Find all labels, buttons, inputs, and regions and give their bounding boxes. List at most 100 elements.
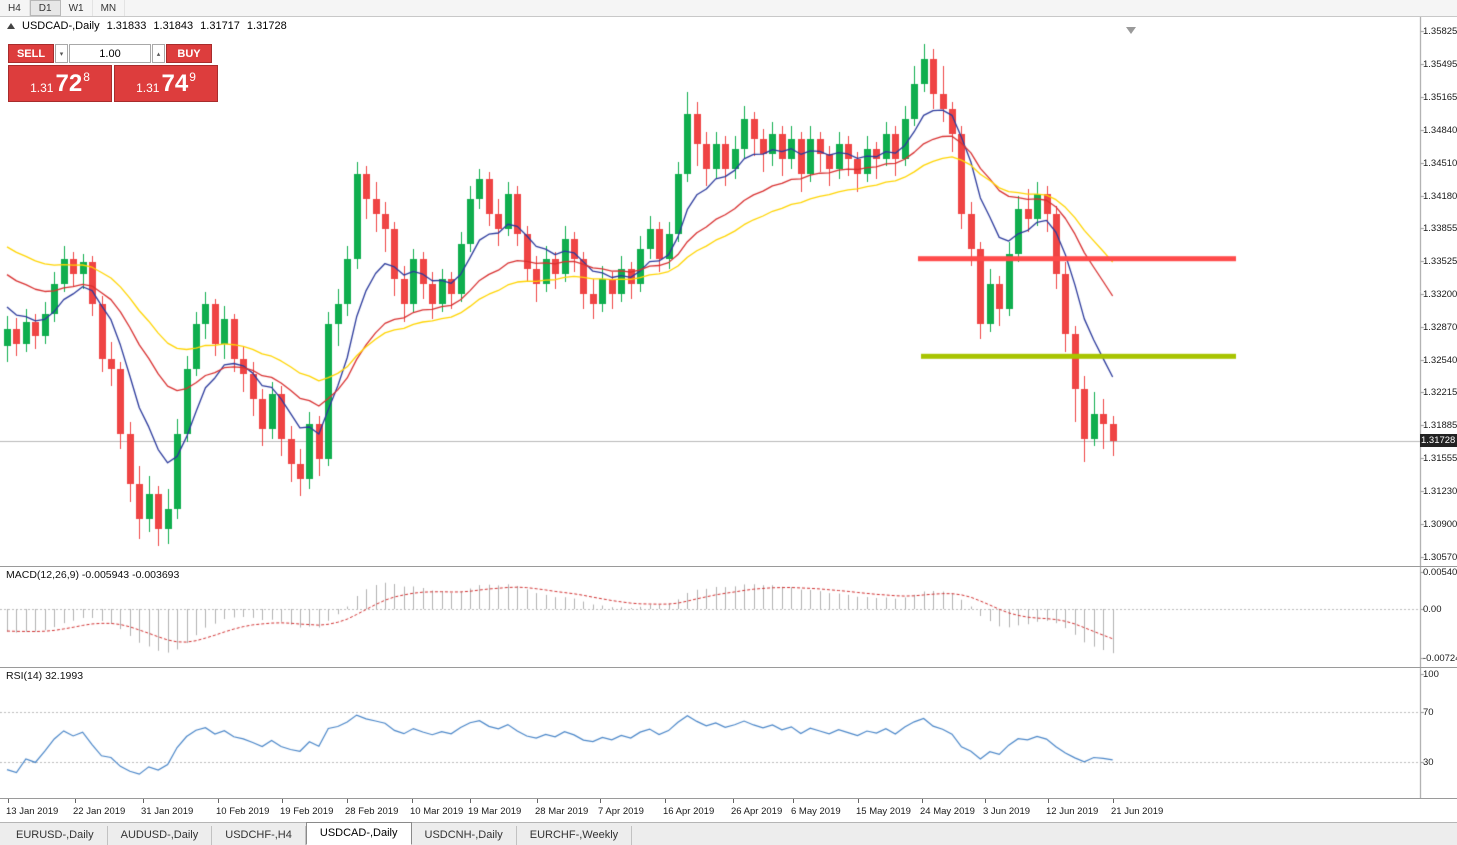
sell-price-fraction: 8	[83, 70, 90, 84]
price-axis-label: 1.31885	[1423, 420, 1457, 432]
timeframe-button-mn[interactable]: MN	[93, 0, 126, 16]
macd-axis-label: 0.005402	[1423, 567, 1457, 579]
chart-tab-bar: EURUSD-,Daily AUDUSD-,Daily USDCHF-,H4 USDC…	[0, 822, 1457, 845]
time-axis-label: 15 May 2019	[856, 806, 911, 817]
chart-window: USDCAD-,Daily 1.31833 1.31843 1.31717 1.…	[0, 17, 1457, 566]
chart-symbol-label: USDCAD-,Daily	[22, 20, 100, 32]
time-axis-tick	[282, 799, 283, 803]
time-axis-tick	[858, 799, 859, 803]
chart-tab-2[interactable]: USDCHF-,H4	[212, 826, 306, 845]
time-axis-tick	[793, 799, 794, 803]
price-axis-label: 1.33200	[1423, 288, 1457, 300]
time-axis-tick	[922, 799, 923, 803]
time-axis-label: 28 Feb 2019	[345, 806, 399, 817]
time-axis-label: 16 Apr 2019	[663, 806, 715, 817]
price-axis-label: 1.33855	[1423, 223, 1457, 235]
timeframe-button-d1[interactable]: D1	[29, 0, 61, 16]
buy-price-prefix: 1.31	[136, 81, 160, 95]
sell-price-button[interactable]: 1.31 72 8	[8, 65, 112, 102]
time-axis-tick	[8, 799, 9, 803]
rsi-axis-label: 70	[1423, 706, 1434, 718]
rsi-axis-label: 30	[1423, 756, 1434, 768]
time-axis-tick	[733, 799, 734, 803]
timeframe-button-h4[interactable]: H4	[0, 0, 30, 16]
timeframe-button-w1[interactable]: W1	[61, 0, 93, 16]
sell-price-pips: 72	[55, 69, 83, 97]
time-axis-tick	[75, 799, 76, 803]
volume-input[interactable]	[69, 44, 151, 63]
volume-decrease-button[interactable]: ▾	[55, 44, 68, 63]
macd-canvas[interactable]	[0, 567, 1457, 667]
chart-tab-1[interactable]: AUDUSD-,Daily	[108, 826, 213, 845]
time-axis-tick	[143, 799, 144, 803]
sell-button[interactable]: SELL	[8, 44, 54, 63]
price-axis-label: 1.35495	[1423, 59, 1457, 71]
price-axis-label: 1.31555	[1423, 453, 1457, 465]
price-axis-label: 1.35165	[1423, 92, 1457, 104]
time-axis-label: 19 Feb 2019	[280, 806, 334, 817]
chart-tab-4[interactable]: USDCNH-,Daily	[412, 826, 517, 845]
current-price-tag: 1.31728	[1420, 434, 1457, 448]
time-axis-label: 3 Jun 2019	[983, 806, 1031, 817]
macd-axis-label: -0.007245	[1423, 653, 1457, 665]
price-axis-label: 1.35825	[1423, 26, 1457, 37]
macd-label: MACD(12,26,9) -0.005943 -0.003693	[6, 569, 180, 581]
chart-tab-0[interactable]: EURUSD-,Daily	[3, 826, 108, 845]
time-axis-tick	[985, 799, 986, 803]
time-axis[interactable]: 13 Jan 2019 22 Jan 2019 31 Jan 2019 10 Feb …	[0, 798, 1457, 822]
time-axis-label: 26 Apr 2019	[731, 806, 783, 817]
price-axis-label: 1.34840	[1423, 124, 1457, 136]
volume-increase-button[interactable]: ▴	[152, 44, 165, 63]
sell-price-prefix: 1.31	[30, 81, 54, 95]
chart-shift-marker[interactable]	[1126, 27, 1136, 34]
chart-tab-3[interactable]: USDCAD-,Daily	[305, 822, 412, 845]
time-axis-tick	[470, 799, 471, 803]
macd-indicator-panel: MACD(12,26,9) -0.005943 -0.003693	[0, 566, 1457, 667]
chart-header: USDCAD-,Daily 1.31833 1.31843 1.31717 1.…	[7, 20, 287, 32]
one-click-collapse-icon[interactable]	[7, 23, 15, 29]
time-axis-label: 10 Feb 2019	[216, 806, 270, 817]
time-axis-label: 13 Jan 2019	[6, 806, 59, 817]
price-axis-label: 1.30900	[1423, 518, 1457, 530]
time-axis-tick	[218, 799, 219, 803]
buy-price-fraction: 9	[189, 70, 196, 84]
time-axis-label: 31 Jan 2019	[141, 806, 194, 817]
price-axis-label: 1.34510	[1423, 157, 1457, 169]
price-axis-label: 1.31230	[1423, 485, 1457, 497]
chart-low-value: 1.31717	[200, 20, 240, 32]
rsi-canvas[interactable]	[0, 668, 1457, 798]
price-axis-label: 1.32540	[1423, 354, 1457, 366]
time-axis-label: 6 May 2019	[791, 806, 841, 817]
chart-tab-5[interactable]: EURCHF-,Weekly	[517, 826, 633, 845]
buy-price-button[interactable]: 1.31 74 9	[114, 65, 218, 102]
price-axis-label: 1.32870	[1423, 321, 1457, 333]
price-axis-label: 1.33525	[1423, 256, 1457, 268]
time-axis-tick	[665, 799, 666, 803]
price-chart-canvas[interactable]	[0, 17, 1457, 566]
time-axis-label: 24 May 2019	[920, 806, 975, 817]
macd-axis-label: 0.00	[1423, 604, 1442, 615]
rsi-axis-label: 100	[1423, 669, 1439, 680]
buy-button[interactable]: BUY	[166, 44, 212, 63]
time-axis-tick	[1113, 799, 1114, 803]
chart-close-value: 1.31728	[246, 20, 287, 32]
buy-price-pips: 74	[161, 69, 189, 97]
rsi-label: RSI(14) 32.1993	[6, 670, 84, 682]
rsi-indicator-panel: RSI(14) 32.1993	[0, 667, 1457, 798]
price-axis-label: 1.34180	[1423, 190, 1457, 202]
time-axis-tick	[537, 799, 538, 803]
time-axis-label: 28 Mar 2019	[535, 806, 589, 817]
time-axis-tick	[600, 799, 601, 803]
chart-open-value: 1.31833	[106, 20, 147, 32]
price-axis-label: 1.30570	[1423, 552, 1457, 563]
time-axis-label: 10 Mar 2019	[410, 806, 464, 817]
chevron-down-icon: ▾	[59, 50, 64, 58]
one-click-trading-panel: SELL ▾ ▴ BUY 1.31 72 8 1.31 74 9	[8, 44, 222, 102]
time-axis-label: 21 Jun 2019	[1111, 806, 1164, 817]
time-axis-label: 7 Apr 2019	[598, 806, 644, 817]
time-axis-tick	[412, 799, 413, 803]
timeframe-toolbar: H4 D1 W1 MN	[0, 0, 1457, 17]
time-axis-label: 22 Jan 2019	[73, 806, 126, 817]
chart-high-value: 1.31843	[153, 20, 194, 32]
